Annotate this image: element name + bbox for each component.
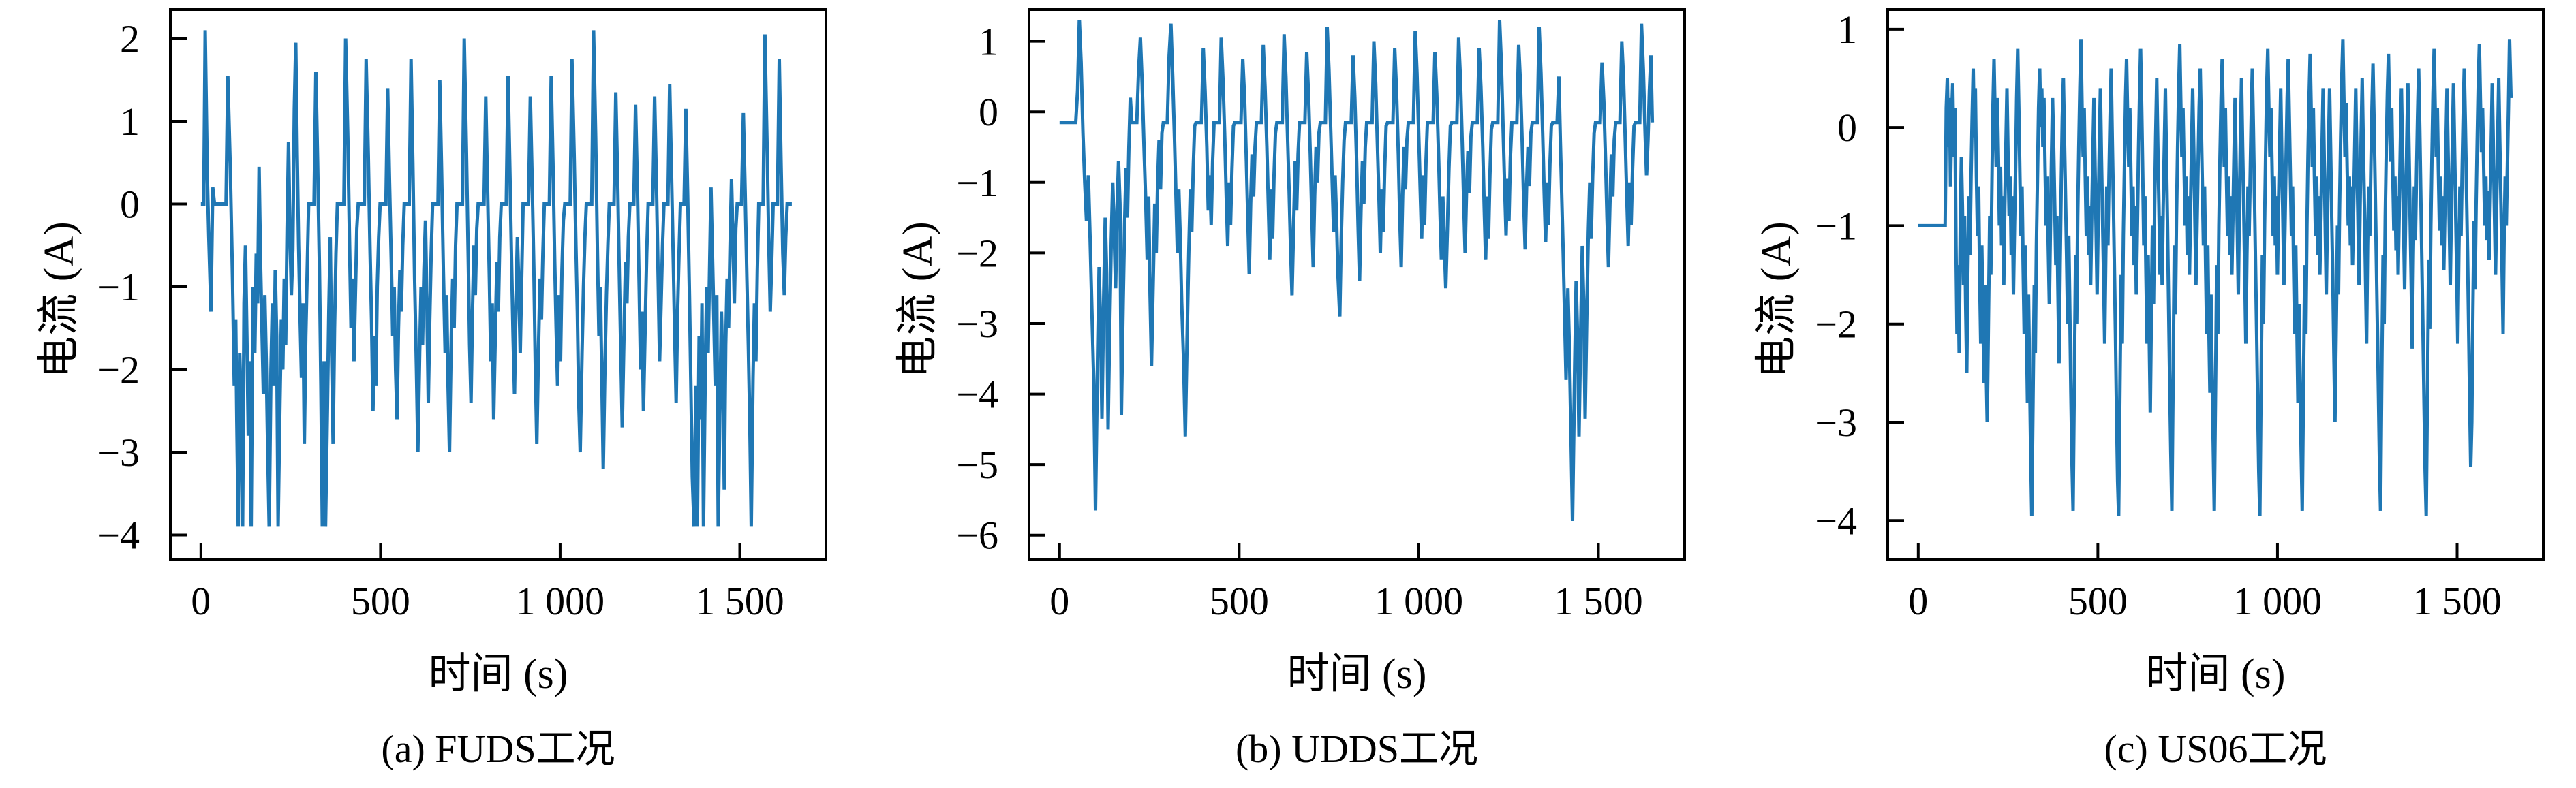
y-tick-label: −6 [956,514,998,558]
x-tick-label: 1 000 [2233,579,2322,623]
series-line [200,30,792,527]
y-axis-title: 电流 (A) [36,221,82,379]
x-tick-label: 1 500 [1554,579,1643,623]
y-tick-label: −2 [97,348,140,392]
series-line [1059,20,1655,522]
x-tick-label: 1 000 [516,579,605,623]
chart-panel-b: 1 0 −1 −2 −3 −4 −5 −6 0 500 1 000 1 500 电流 (A) 时间 (… [859,0,1717,788]
x-tick-label: 500 [1210,579,1269,623]
y-axis-title: 电流 (A) [1753,221,1800,379]
x-tick-label: 1 500 [2412,579,2502,623]
y-tick-label: 0 [120,183,140,227]
y-tick-label: 1 [120,99,140,144]
chart-svg-b: 1 0 −1 −2 −3 −4 −5 −6 0 500 1 000 1 500 [956,8,1686,623]
x-tick-label: 500 [2068,579,2128,623]
y-tick-label: 0 [1837,106,1857,150]
chart-svg-c: 1 0 −1 −2 −3 −4 0 500 1 000 1 500 [1815,7,2545,623]
y-tick-label: −1 [956,161,998,205]
y-tick-label: 1 [1837,7,1857,52]
x-tick-label: 0 [1049,579,1069,623]
chart-caption: (c) US06工况 [2104,727,2327,771]
plot-frame [1028,8,1686,561]
chart-caption: (a) FUDS工况 [381,727,615,771]
plot-frame [169,8,827,561]
y-tick-label: −5 [956,443,998,487]
y-tick-label: 2 [120,17,140,61]
chart-panel-c: 1 0 −1 −2 −3 −4 0 500 1 000 1 500 电流 (A) 时间 (s) (… [1717,0,2576,788]
chart-svg-a: 2 1 0 −1 −2 −3 −4 0 500 1 000 1 500 [97,8,827,623]
y-tick-label: 1 [979,20,998,64]
x-tick-label: 1 000 [1375,579,1464,623]
x-axis-title: 时间 (s) [1287,651,1427,697]
y-tick-label: −1 [1815,204,1857,248]
x-axis-title: 时间 (s) [428,651,568,697]
y-axis-title: 电流 (A) [895,221,941,379]
x-tick-label: 500 [351,579,410,623]
y-tick-label: −4 [1815,499,1857,543]
y-tick-label: −4 [956,373,998,417]
y-tick-label: −3 [956,302,998,346]
chart-panel-a: 2 1 0 −1 −2 −3 −4 0 500 1 000 1 500 电流 (A) 时间 (s) … [0,0,859,788]
plot-frame [1886,8,2545,561]
y-tick-label: 0 [979,90,998,134]
y-tick-label: −3 [1815,400,1857,445]
y-tick-label: −2 [1815,302,1857,347]
chart-caption: (b) UDDS工况 [1235,727,1479,771]
series-line [1918,39,2513,516]
x-tick-label: 0 [191,579,211,623]
y-tick-label: −4 [97,514,140,558]
x-tick-label: 1 500 [695,579,784,623]
y-tick-label: −2 [956,231,998,275]
x-tick-label: 0 [1908,579,1928,623]
y-tick-label: −3 [97,430,140,475]
x-axis-title: 时间 (s) [2145,651,2286,697]
y-tick-label: −1 [97,265,140,309]
